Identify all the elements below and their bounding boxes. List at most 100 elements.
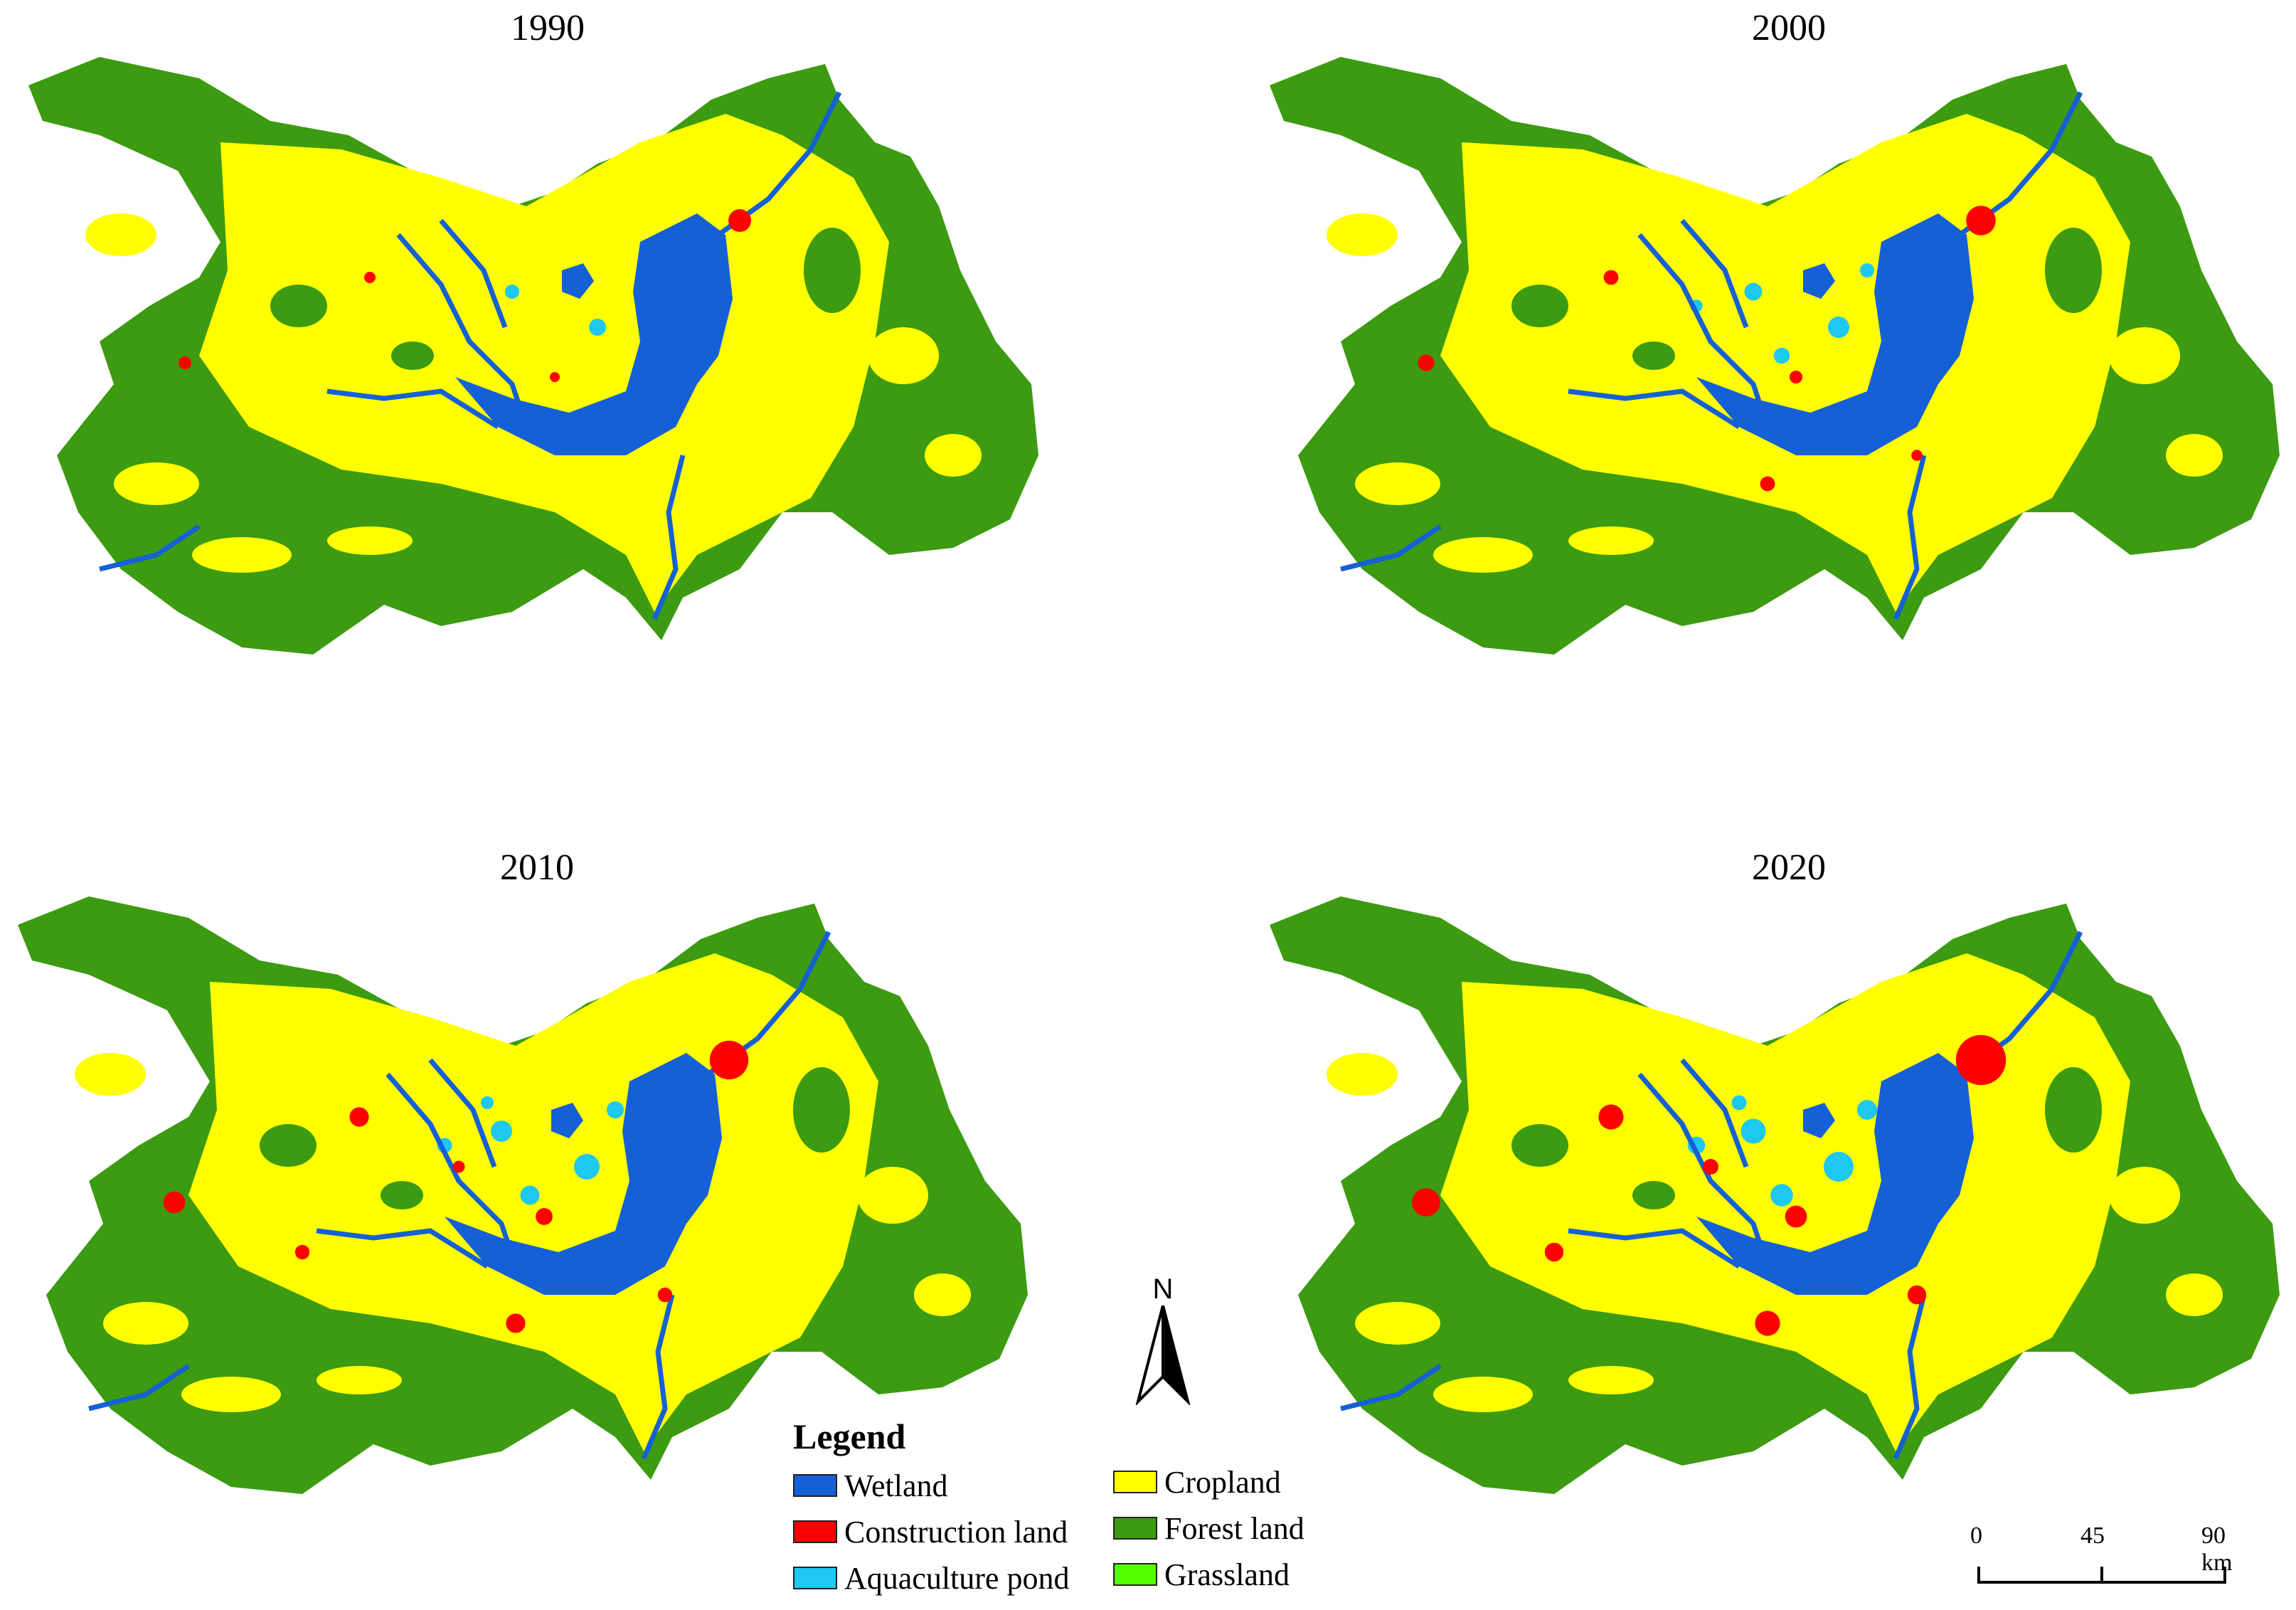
legend-label: Wetland (844, 1468, 948, 1503)
wetland-river (641, 1294, 675, 1460)
panel-title: 1990 (511, 8, 585, 48)
construction-land-patch (1789, 370, 1803, 384)
legend-swatch (1113, 1471, 1157, 1493)
land-use-map (1270, 57, 2280, 655)
cropland-patch (1327, 1053, 1398, 1096)
legend-swatch (793, 1567, 837, 1589)
construction-land-patch (1544, 1242, 1564, 1262)
legend-label: Cropland (1164, 1464, 1281, 1500)
construction-land-patch (349, 1107, 369, 1127)
cropland-patch (2109, 327, 2180, 384)
aquaculture-pond-patch (520, 1185, 540, 1205)
cropland-patch (75, 1053, 146, 1096)
wetland-river (88, 1364, 190, 1412)
forest-patch (260, 1124, 317, 1167)
construction-land-patch (452, 1160, 465, 1173)
map-panel-2000: 2000 (1255, 0, 2296, 711)
aquaculture-pond-patch (1828, 317, 1849, 338)
legend-item-forest-land: Forest land (1113, 1508, 1304, 1548)
aquaculture-pond-patch (589, 319, 606, 336)
cropland-patch (317, 1366, 402, 1394)
wetland-river (326, 388, 499, 429)
aquaculture-pond-patch (491, 1121, 512, 1142)
land-use-map (18, 896, 1028, 1494)
forest-patch (1511, 1124, 1568, 1167)
forest-patch (1632, 1181, 1675, 1209)
legend-label: Grassland (1164, 1557, 1290, 1592)
construction-land-patch (1907, 1285, 1927, 1305)
land-use-map (28, 57, 1038, 655)
forest-patch (2045, 1067, 2102, 1153)
forest-patch (270, 285, 327, 327)
aquaculture-pond-patch (481, 1096, 494, 1109)
wetland-river (1680, 218, 1749, 329)
aquaculture-pond-patch (1860, 263, 1874, 277)
cropland-patch (857, 1167, 928, 1224)
legend-label: Forest land (1164, 1510, 1304, 1546)
construction-land-patch (536, 1208, 553, 1225)
construction-land-patch (550, 372, 560, 382)
aquaculture-pond-patch (1744, 282, 1763, 301)
construction-land-patch (1703, 1159, 1718, 1175)
forest-patch (381, 1181, 423, 1209)
cropland-patch (1433, 537, 1533, 573)
forest-patch (804, 228, 861, 313)
legend-item-construction-land: Construction land (793, 1512, 1068, 1552)
scale-tick (1977, 1567, 1980, 1584)
wetland-river (1340, 1364, 1442, 1412)
cropland-patch (868, 327, 939, 384)
map-panel-2020: 2020 (1255, 840, 2296, 1551)
construction-land-patch (1911, 450, 1923, 461)
aquaculture-pond-patch (1740, 1118, 1766, 1144)
construction-land-patch (1966, 206, 1996, 235)
construction-land-patch (506, 1313, 526, 1333)
scale-bar: 0 45 90 km (1949, 1522, 2262, 1601)
wetland-river (386, 1072, 519, 1268)
cropland-patch (2109, 1167, 2180, 1224)
construction-land-patch (1755, 1310, 1780, 1336)
legend-swatch (1113, 1517, 1157, 1540)
cropland-patch (1433, 1377, 1533, 1412)
forest-patch (1632, 341, 1675, 370)
scale-tick (2100, 1567, 2103, 1584)
aquaculture-pond-patch (607, 1101, 624, 1118)
aquaculture-pond-patch (505, 285, 519, 299)
wetland-river (1637, 233, 1770, 428)
scale-label-45: 45 (2080, 1522, 2105, 1549)
wetland-river (1568, 388, 1740, 429)
construction-land-patch (1603, 270, 1619, 285)
construction-land-patch (364, 272, 376, 283)
wetland-lake (445, 1053, 722, 1295)
cropland-patch (914, 1273, 971, 1316)
legend-title: Legend (793, 1416, 906, 1456)
wetland-river (1340, 524, 1442, 572)
construction-land-patch (294, 1244, 310, 1260)
construction-land-patch (1760, 476, 1775, 492)
panel-title: 2020 (1752, 847, 1826, 888)
aquaculture-pond-patch (1770, 1184, 1793, 1207)
construction-land-patch (163, 1191, 186, 1214)
cropland-patch (2166, 434, 2223, 477)
aquaculture-pond-patch (574, 1154, 600, 1180)
cropland-patch (103, 1302, 188, 1345)
north-arrow-icon (1135, 1306, 1191, 1405)
legend-item-wetland: Wetland (793, 1466, 948, 1505)
cropland-patch (1355, 462, 1440, 505)
land-use-map (1270, 896, 2280, 1494)
wetland-river (1893, 1294, 1927, 1460)
north-label: N (1152, 1273, 1174, 1305)
cropland-patch (181, 1377, 281, 1412)
scale-label-90: 90 km (2201, 1522, 2233, 1576)
legend-swatch (1113, 1563, 1157, 1586)
panel-title: 2010 (500, 847, 574, 888)
legend-item-cropland: Cropland (1113, 1462, 1281, 1502)
construction-land-patch (1955, 1034, 2007, 1086)
aquaculture-pond-patch (1773, 347, 1790, 364)
map-panel-2010: 2010 (4, 840, 1070, 1551)
aquaculture-pond-patch (1857, 1100, 1877, 1120)
wetland-river (428, 1058, 497, 1168)
wetland-river (396, 233, 529, 428)
construction-land-patch (1418, 354, 1435, 371)
wetland-lake (1696, 213, 1974, 455)
construction-land-patch (728, 209, 751, 232)
